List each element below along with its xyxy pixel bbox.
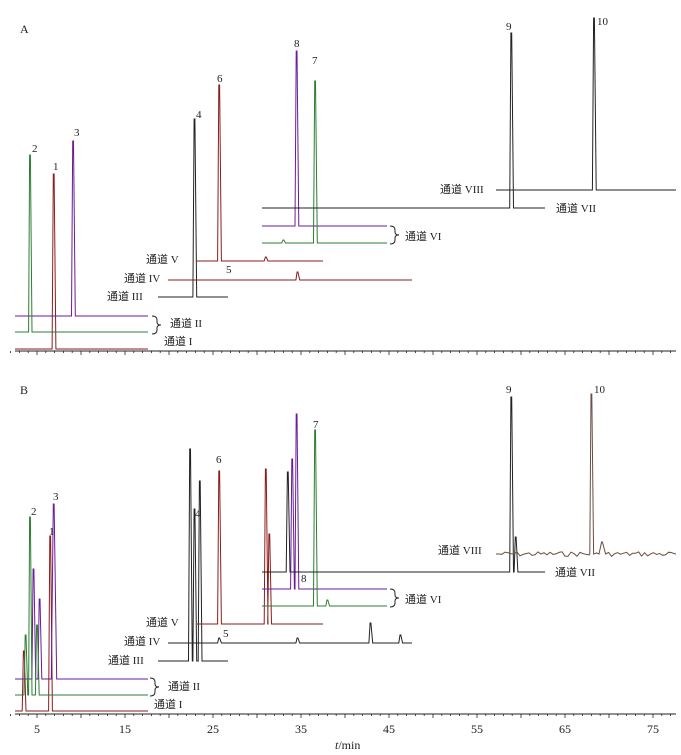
panel-a-label-channel-5: 通道 V [146, 252, 179, 266]
panel-b-trace-channel-4 [168, 622, 412, 644]
panel-b-trace-channel-2-a [15, 503, 148, 680]
panel-a-trace-channel-2-a [15, 140, 148, 317]
panel-b-tick-label-45: 45 [383, 722, 395, 736]
panel-b-peak-label-1: 1 [49, 526, 55, 538]
panel-a-brace-channel-2 [151, 315, 162, 335]
panel-a-peak-label-6: 6 [217, 73, 223, 85]
panel-a: A 通道 I 通道 II 通道 III 通道 IV 通道 V 通道 VI 通道 … [10, 16, 676, 355]
panel-b-trace-channel-7 [262, 396, 545, 573]
panel-b-trace-channel-8 [496, 393, 677, 558]
panel-b-title: B [20, 383, 28, 397]
panel-a-label-channel-3: 通道 III [107, 289, 143, 303]
panel-a-label-channel-1: 通道 I [164, 334, 193, 348]
panel-a-trace-channel-6-a [262, 50, 387, 227]
panel-b-trace-channel-2-b [15, 516, 148, 696]
panel-a-x-axis [10, 350, 676, 355]
panel-b-tick-label-75: 75 [647, 722, 659, 736]
x-axis-label: t/min [335, 738, 360, 752]
panel-b-peak-label-10: 10 [594, 384, 606, 396]
panel-a-peak-label-2: 2 [32, 143, 38, 155]
panel-a-peak-label-1: 1 [53, 161, 59, 173]
panel-a-peak-label-4: 4 [196, 109, 202, 121]
x-axis-label-unit: /min [338, 738, 360, 752]
panel-a-trace-channel-5 [197, 84, 323, 262]
panel-a-trace-channel-7 [262, 32, 545, 209]
panel-b-peak-label-8: 8 [301, 573, 307, 585]
panel-a-label-channel-7: 通道 VII [556, 201, 596, 215]
panel-b-brace-channel-2 [149, 677, 160, 697]
panel-a-trace-channel-1 [15, 173, 148, 350]
panel-a-peak-label-8: 8 [294, 38, 300, 50]
panel-b-label-channel-2: 通道 II [168, 679, 200, 693]
panel-a-trace-channel-8 [496, 17, 676, 191]
panel-b-label-channel-6: 通道 VI [405, 592, 442, 606]
panel-a-peak-label-9: 9 [506, 21, 512, 33]
panel-a-label-channel-4: 通道 IV [124, 271, 160, 285]
panel-b-trace-channel-6-b [262, 429, 387, 607]
panel-a-title: A [20, 22, 29, 36]
panel-b-tick-label-55: 55 [471, 722, 483, 736]
panel-b-tick-label-65: 65 [559, 722, 571, 736]
panel-a-trace-channel-6-b [262, 80, 387, 244]
panel-b-peak-label-6: 6 [216, 454, 222, 466]
panel-b-tick-labels: 5 15 25 35 45 55 65 75 [34, 722, 659, 736]
panel-a-label-channel-6: 通道 VI [405, 229, 442, 243]
panel-b-trace-channel-6-a [262, 413, 387, 590]
panel-b-peak-label-7: 7 [313, 419, 319, 431]
panel-b-trace-channel-3 [158, 448, 228, 662]
panel-b-label-channel-4: 通道 IV [124, 634, 160, 648]
panel-b-traces [15, 393, 677, 712]
panel-b-brace-channel-6 [389, 588, 400, 608]
panel-b-peak-label-2: 2 [31, 506, 37, 518]
panel-b-tick-label-25: 25 [207, 722, 219, 736]
panel-b-peak-label-3: 3 [53, 491, 59, 503]
panel-a-label-channel-2: 通道 II [170, 316, 202, 330]
panel-a-trace-channel-3 [158, 118, 228, 298]
panel-b-label-channel-7: 通道 VII [555, 565, 595, 579]
panel-b-label-channel-8: 通道 VIII [438, 543, 482, 557]
panel-b-x-axis [10, 713, 676, 718]
panel-a-brace-channel-6 [389, 225, 400, 245]
panel-a-peak-label-3: 3 [74, 127, 80, 139]
panel-b-tick-label-5: 5 [34, 722, 40, 736]
panel-a-peak-label-5: 5 [226, 264, 232, 276]
panel-a-peak-label-10: 10 [597, 16, 609, 28]
panel-b-tick-label-35: 35 [295, 722, 307, 736]
x-axis-label-var: t [335, 738, 339, 752]
panel-b-tick-label-15: 15 [119, 722, 131, 736]
panel-b-label-channel-3: 通道 III [108, 653, 144, 667]
panel-a-peak-label-7: 7 [312, 55, 318, 67]
panel-b-peak-label-9: 9 [506, 384, 512, 396]
panel-b-peak-label-5: 5 [223, 628, 229, 640]
panel-b: B 通道 I 通道 II 通道 III 通道 IV 通道 V 通道 VI 通道 … [10, 383, 677, 752]
panel-a-trace-channel-4 [168, 271, 412, 281]
panel-a-traces [15, 17, 676, 350]
panel-b-trace-channel-5 [197, 468, 323, 625]
panel-b-label-channel-1: 通道 I [154, 697, 183, 711]
panel-b-peak-label-4: 4 [195, 508, 201, 520]
panel-a-trace-channel-2-b [15, 154, 148, 333]
panel-a-label-channel-8: 通道 VIII [440, 182, 484, 196]
panel-b-label-channel-5: 通道 V [146, 615, 179, 629]
